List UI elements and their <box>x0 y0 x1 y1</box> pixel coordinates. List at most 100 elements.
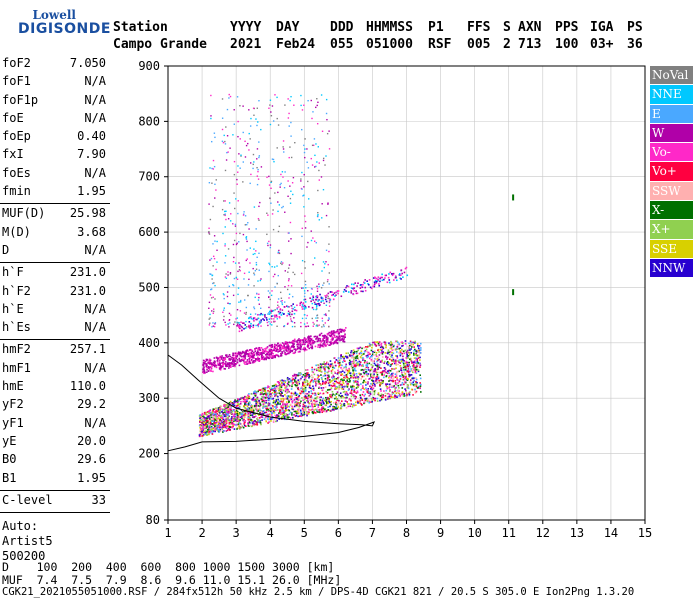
echo-point <box>337 336 339 339</box>
echo-point <box>377 356 380 358</box>
echo-point <box>364 360 366 362</box>
echo-point <box>395 392 398 394</box>
echo-point <box>304 376 307 379</box>
echo-point <box>228 423 231 425</box>
echo-point <box>242 181 244 183</box>
header-value-6: 005 <box>467 37 491 52</box>
echo-point <box>209 409 211 412</box>
echo-point <box>270 420 272 422</box>
echo-point <box>413 368 416 370</box>
echo-point <box>234 411 237 413</box>
echo-point <box>345 394 348 397</box>
echo-point <box>327 263 329 266</box>
echo-point <box>352 370 354 372</box>
echo-point <box>248 417 250 420</box>
echo-point <box>319 293 321 296</box>
echo-point <box>406 377 408 380</box>
echo-point <box>257 178 260 180</box>
echo-point <box>252 360 254 363</box>
echo-point <box>249 412 252 415</box>
param-row: hmF2 257.1 <box>0 342 110 360</box>
echo-point <box>384 277 386 279</box>
echo-point <box>220 405 223 408</box>
echo-point <box>274 356 277 359</box>
echo-point <box>313 410 316 413</box>
echo-point <box>336 342 339 344</box>
echo-point <box>318 179 320 181</box>
echo-point <box>254 391 257 394</box>
chart-grid <box>168 66 645 520</box>
echo-point <box>376 364 378 367</box>
echo-point <box>405 378 408 381</box>
echo-point <box>317 303 319 305</box>
echo-point <box>279 186 281 188</box>
echo-point <box>315 106 317 109</box>
echo-point <box>232 243 235 246</box>
echo-point <box>410 358 412 360</box>
echo-point <box>270 345 272 348</box>
echo-point <box>251 405 253 407</box>
echo-point <box>205 363 208 365</box>
echo-point <box>309 399 311 401</box>
echo-point <box>383 371 386 374</box>
echo-point <box>364 397 366 400</box>
echo-point <box>355 359 357 362</box>
echo-point <box>250 405 252 407</box>
digisonde-logo: Lowell DIGISONDE <box>4 8 110 42</box>
echo-point <box>238 427 241 429</box>
echo-point <box>230 406 232 409</box>
echo-point <box>394 389 397 392</box>
echo-point <box>404 365 406 368</box>
echo-point <box>238 352 240 355</box>
echo-point <box>242 400 245 403</box>
echo-point <box>380 382 382 384</box>
echo-point <box>215 179 217 181</box>
echo-point <box>346 396 348 399</box>
echo-point <box>377 377 380 380</box>
echo-point <box>389 389 391 391</box>
echo-point <box>268 348 271 351</box>
echo-point <box>402 350 405 353</box>
echo-point <box>242 161 244 163</box>
echo-point <box>254 408 257 410</box>
echo-point <box>228 319 231 321</box>
echo-point <box>307 338 310 340</box>
param-value: 231.0 <box>69 283 106 298</box>
echo-point <box>291 340 294 343</box>
echo-point <box>390 273 393 275</box>
echo-point <box>268 296 270 299</box>
echo-point <box>199 425 202 428</box>
echo-point <box>258 155 261 157</box>
echo-point <box>257 351 259 354</box>
echo-point <box>312 402 314 405</box>
echo-point <box>204 371 206 374</box>
echo-point <box>291 307 293 310</box>
echo-point <box>288 400 290 403</box>
echo-point <box>299 304 301 307</box>
echo-point <box>262 405 264 408</box>
echo-point <box>237 416 239 418</box>
separator <box>0 339 110 341</box>
echo-point <box>306 345 309 347</box>
echo-point <box>308 384 311 387</box>
echo-point <box>219 418 221 421</box>
echo-point <box>325 401 328 403</box>
echo-point <box>303 194 305 196</box>
echo-point <box>350 365 353 368</box>
echo-point <box>340 295 343 298</box>
echo-point <box>257 402 259 404</box>
echo-point <box>407 378 409 380</box>
echo-point <box>394 380 397 382</box>
echo-point <box>310 400 312 402</box>
echo-point <box>261 388 263 390</box>
echo-point <box>263 319 266 321</box>
echo-point <box>212 361 215 364</box>
echo-point <box>295 414 298 417</box>
echo-point <box>310 398 313 401</box>
echo-point <box>223 214 225 216</box>
echo-point <box>212 408 215 410</box>
echo-point <box>372 387 375 390</box>
echo-point <box>253 114 255 116</box>
echo-point <box>312 376 314 379</box>
echo-point <box>290 346 293 348</box>
